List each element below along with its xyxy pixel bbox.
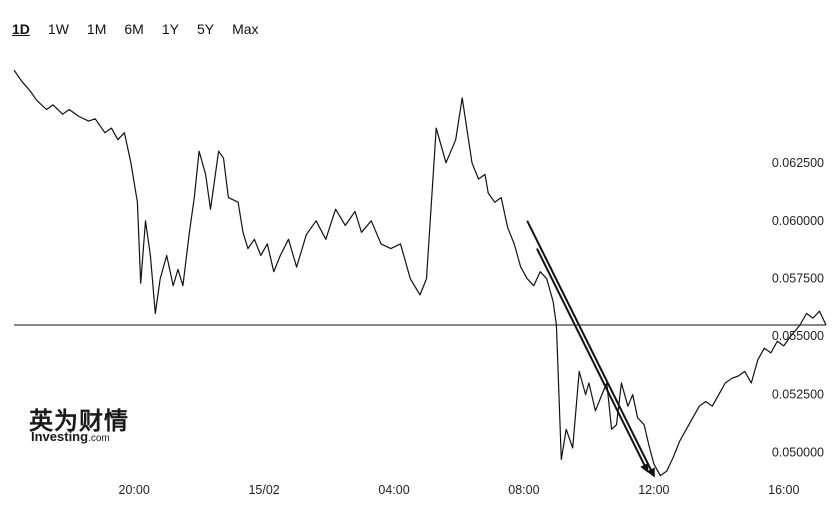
trend-arrow-1 (526, 220, 655, 478)
y-tick-label: 0.050000 (772, 446, 824, 460)
watermark-cn: 英为财情 (29, 407, 129, 435)
range-tab-1m[interactable]: 1M (86, 21, 107, 37)
watermark-en: Investing.com (31, 429, 110, 444)
price-series-line (13, 69, 827, 477)
x-tick-label: 04:00 (378, 483, 409, 497)
watermark-en-suffix: .com (88, 433, 110, 444)
range-tab-1w[interactable]: 1W (47, 21, 69, 37)
x-tick-label: 20:00 (119, 483, 150, 497)
x-tick-label: 15/02 (248, 483, 279, 497)
range-tab-5y[interactable]: 5Y (196, 21, 215, 37)
range-tab-6m[interactable]: 6M (124, 21, 144, 37)
x-tick-label: 16:00 (768, 483, 799, 497)
y-tick-label: 0.062500 (772, 156, 824, 170)
current-value-label: 0.055000 (772, 329, 824, 343)
x-tick-label: 08:00 (508, 483, 539, 497)
time-range-tabs: 1D 1W 1M 6M 1Y 5Y Max (12, 19, 277, 39)
y-tick-label: 0.060000 (772, 214, 824, 228)
watermark-en-name: Investing (31, 429, 89, 444)
y-tick-label: 0.052500 (772, 388, 824, 402)
range-tab-max[interactable]: Max (232, 21, 259, 37)
y-tick-label: 0.057500 (772, 272, 824, 286)
x-tick-label: 12:00 (638, 483, 669, 497)
trend-arrow-2 (536, 248, 649, 473)
range-tab-1d[interactable]: 1D (12, 21, 30, 37)
range-tab-1y[interactable]: 1Y (161, 21, 179, 37)
